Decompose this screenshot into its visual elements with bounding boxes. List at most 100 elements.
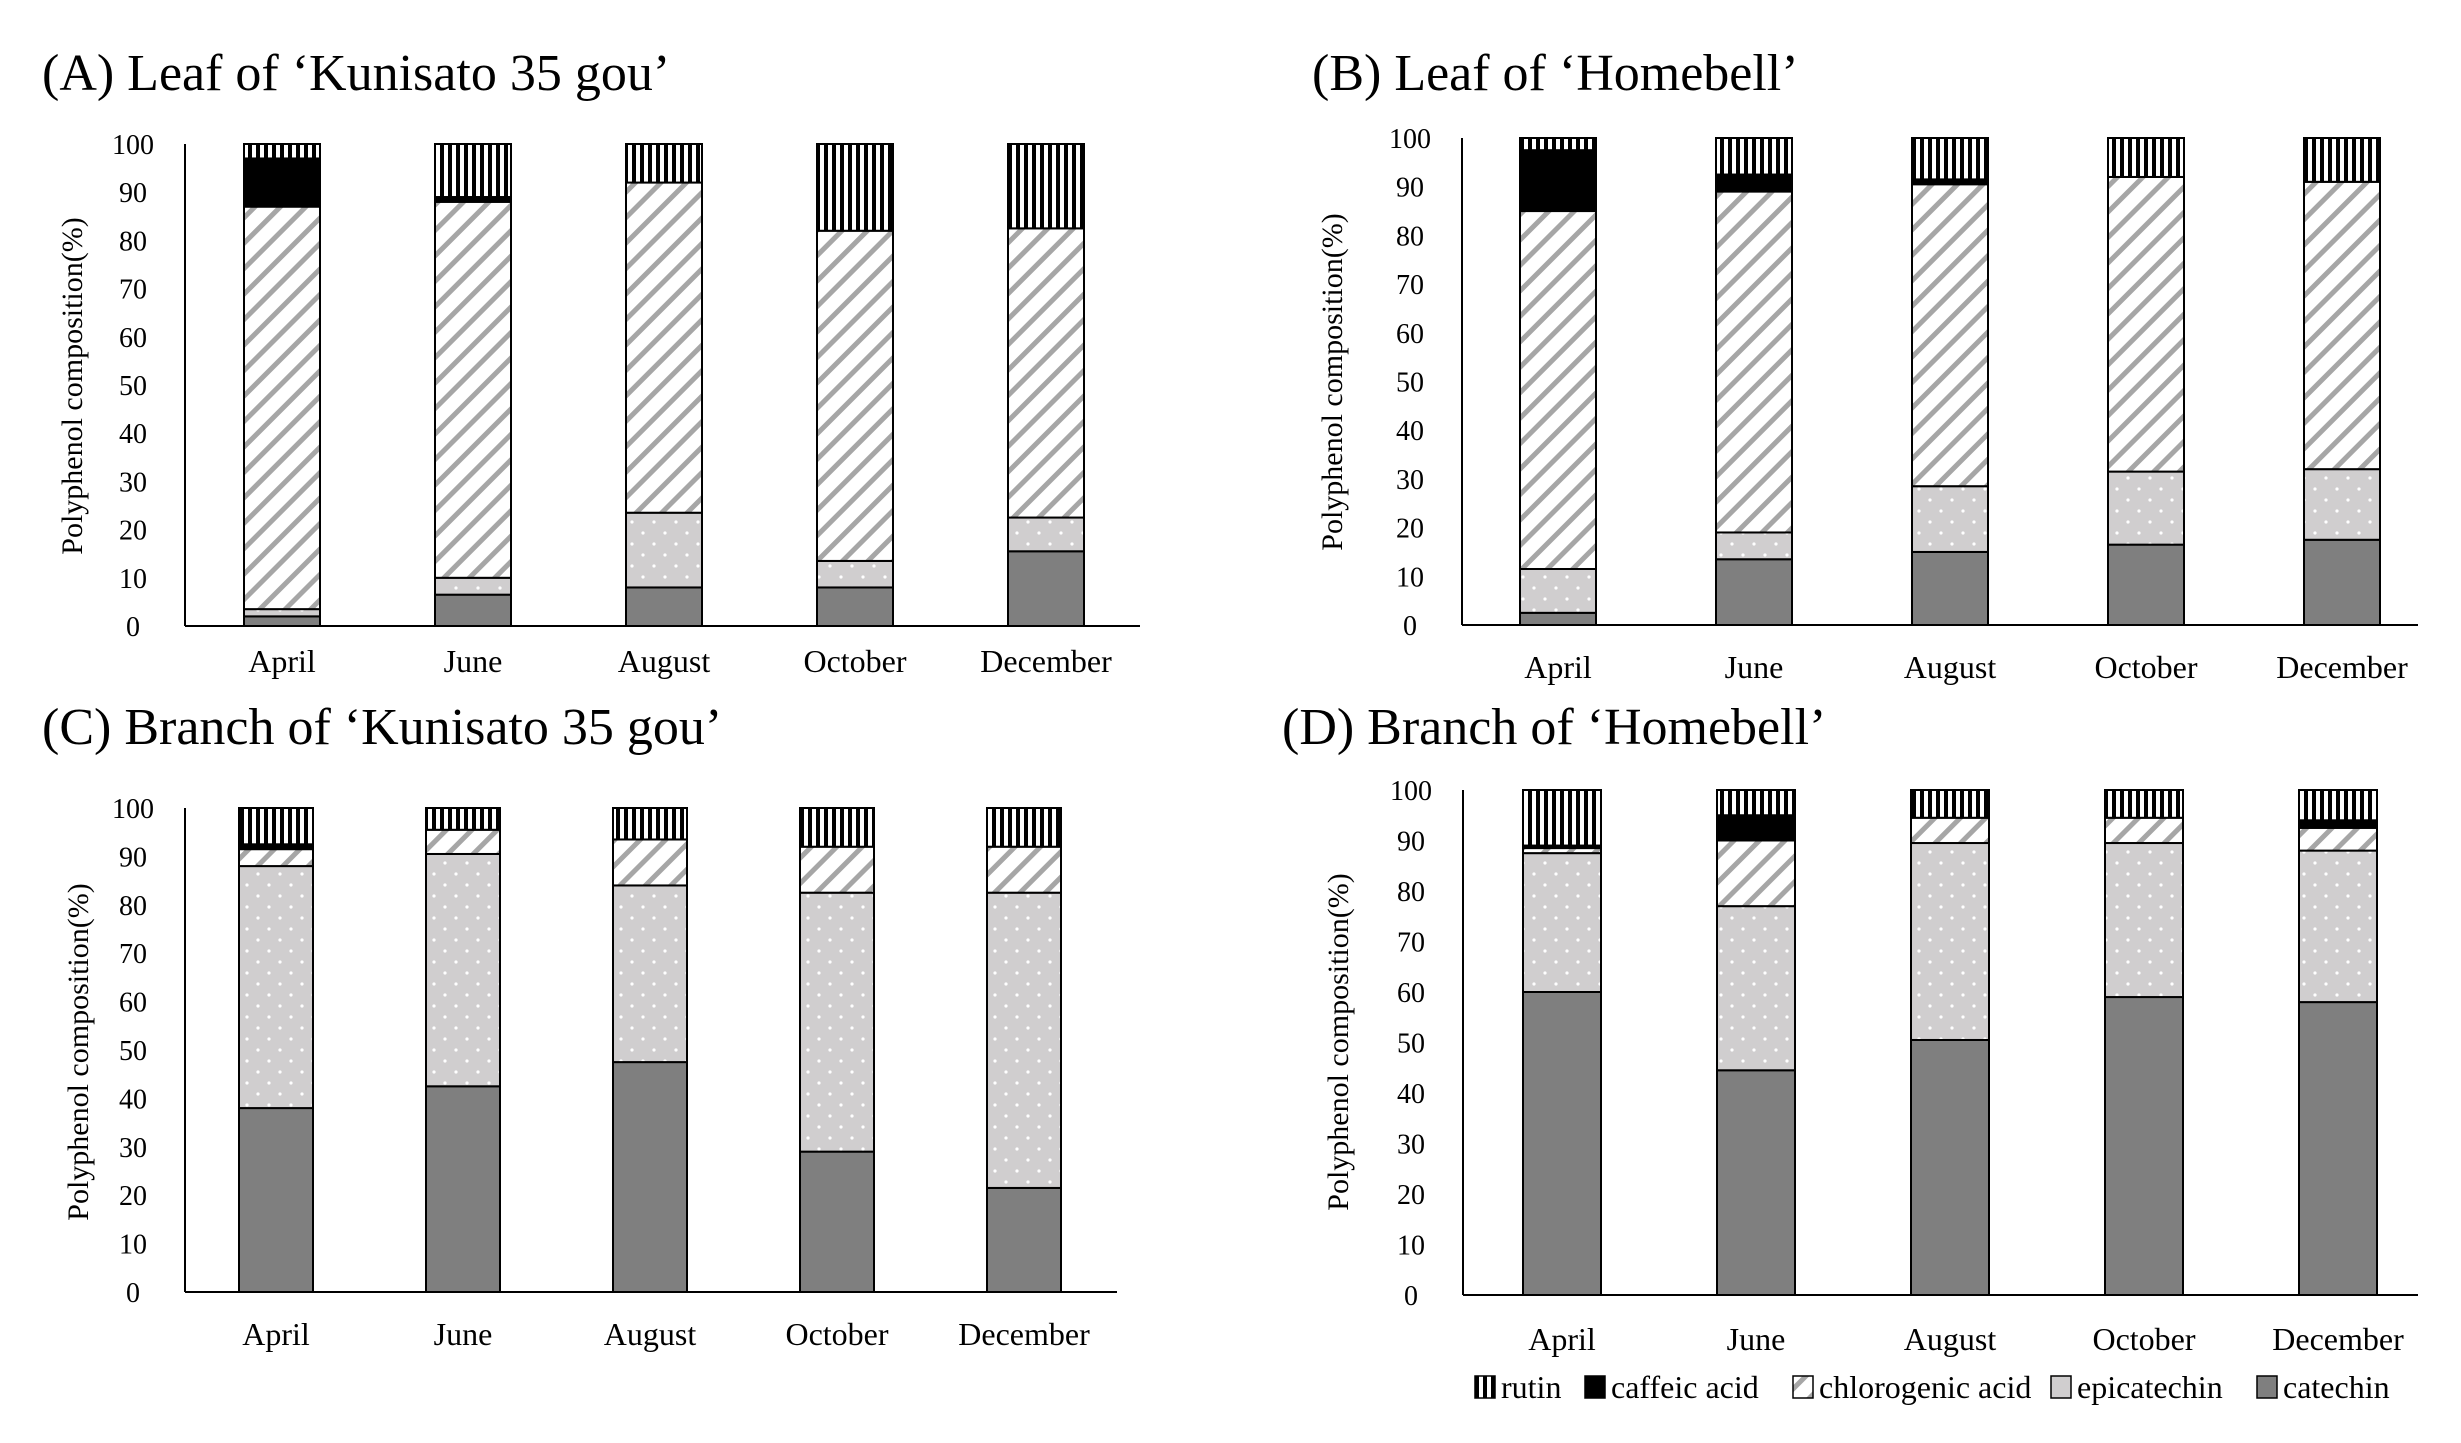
bar-segment-epicatechin [2107, 470, 2185, 546]
legend-label-chlorogenic-acid: chlorogenic acid [1819, 1369, 2031, 1405]
bar-segment-rutin [625, 143, 703, 184]
x-category-label: December [980, 643, 1112, 679]
y-tick-label: 100 [1389, 124, 1431, 155]
x-category-label: October [2092, 1321, 2195, 1357]
bar-segment-catechin [2107, 543, 2185, 627]
legend-swatch-chlorogenic-acid [1792, 1375, 1814, 1399]
bar-segment-rutin [2303, 137, 2381, 183]
y-tick-label: 40 [119, 419, 147, 450]
legend-swatch-rutin [1474, 1375, 1496, 1399]
panel-b: (B) Leaf of ‘Homebell’ Polyphenol compos… [1312, 45, 2418, 685]
panel-c-title: (C) Branch of ‘Kunisato 35 gou’ [42, 699, 722, 756]
panel-a-title: (A) Leaf of ‘Kunisato 35 gou’ [42, 45, 670, 102]
y-tick-label: 100 [112, 794, 154, 825]
y-tick-label: 90 [1396, 173, 1424, 204]
bar-segment-catechin [434, 593, 512, 627]
y-tick-label: 0 [1403, 611, 1417, 642]
y-tick-label: 30 [1396, 465, 1424, 496]
bar-segment-catechin [2303, 538, 2381, 627]
bar-segment-epicatechin [986, 891, 1062, 1189]
x-category-label: June [1727, 1321, 1786, 1357]
y-tick-label: 70 [1396, 270, 1424, 301]
bar-segment-catechin [1716, 1069, 1796, 1297]
bar-segment-chlorogenic [425, 828, 501, 855]
bar-segment-catechin [625, 586, 703, 628]
panel-b-ylabel: Polyphenol composition(%) [1316, 213, 1349, 550]
legend-label-epicatechin: epicatechin [2077, 1369, 2223, 1405]
bar-segment-rutin [986, 807, 1062, 848]
x-category-label: April [248, 643, 316, 679]
y-tick-label: 100 [1390, 776, 1432, 807]
x-category-label: August [1904, 1321, 1997, 1357]
y-tick-label: 70 [1397, 928, 1425, 959]
y-tick-label: 0 [1404, 1281, 1418, 1312]
panel-a-plot: 0 10 20 30 40 50 60 70 80 90 100 April June August Oct… [112, 130, 1140, 679]
bar-segment-rutin [799, 807, 875, 848]
bar-segment-epicatechin [799, 891, 875, 1153]
panel-c-ylabel: Polyphenol composition(%) [62, 883, 95, 1220]
x-category-label: April [1528, 1321, 1596, 1357]
bar-segment-catechin [425, 1085, 501, 1294]
x-category-label: June [444, 643, 503, 679]
x-category-label: October [785, 1316, 888, 1352]
bar-segment-chlorogenic [2303, 180, 2381, 471]
bar-segment-chlorogenic [434, 200, 512, 579]
bar-segment-chlorogenic [1910, 816, 1990, 845]
y-tick-label: 20 [1396, 514, 1424, 545]
bar-segment-chlorogenic [799, 845, 875, 894]
x-category-label: June [1725, 649, 1784, 685]
bar-segment-epicatechin [2298, 849, 2378, 1004]
bar-segment-catechin [243, 615, 321, 627]
bar-segment-rutin [243, 143, 321, 160]
y-tick-label: 60 [1397, 978, 1425, 1009]
y-tick-label: 20 [1397, 1180, 1425, 1211]
y-tick-label: 70 [119, 275, 147, 306]
bar-segment-rutin [425, 807, 501, 831]
bar-segment-rutin [2104, 789, 2184, 819]
panel-a-ylabel: Polyphenol composition(%) [56, 217, 89, 554]
bar-segment-rutin [238, 807, 314, 846]
bar-segment-rutin [1522, 789, 1602, 847]
y-tick-label: 80 [119, 226, 147, 257]
panel-d-plot: 0 10 20 30 40 50 60 70 80 90 100 April June August Oct… [1390, 776, 2418, 1357]
y-tick-label: 10 [119, 564, 147, 595]
y-tick-label: 90 [119, 178, 147, 209]
y-tick-label: 70 [119, 939, 147, 970]
bar-segment-caffeic [1715, 173, 1793, 193]
bar-segment-epicatechin [434, 576, 512, 596]
y-tick-label: 10 [1397, 1231, 1425, 1262]
bar-segment-epicatechin [1007, 516, 1085, 553]
x-category-label: August [1904, 649, 1997, 685]
bar-segment-epicatechin [1716, 905, 1796, 1072]
bar-segment-chlorogenic [2107, 175, 2185, 473]
bar-segment-catechin [2298, 1001, 2378, 1296]
bar-segment-chlorogenic [1716, 839, 1796, 908]
y-tick-label: 40 [1396, 416, 1424, 447]
panel-c: (C) Branch of ‘Kunisato 35 gou’ Polyphen… [42, 699, 1117, 1352]
y-tick-label: 30 [119, 467, 147, 498]
bar-segment-caffeic [1716, 814, 1796, 842]
legend-label-caffeic-acid: caffeic acid [1611, 1369, 1759, 1405]
bar-segment-epicatechin [425, 852, 501, 1088]
bar-segment-rutin [434, 143, 512, 199]
y-tick-label: 10 [1396, 562, 1424, 593]
panel-d: (D) Branch of ‘Homebell’ Polyphenol comp… [1282, 699, 2418, 1357]
panel-d-title: (D) Branch of ‘Homebell’ [1282, 699, 1826, 756]
bar-segment-epicatechin [1715, 531, 1793, 561]
y-tick-label: 60 [119, 323, 147, 354]
y-tick-label: 80 [1397, 877, 1425, 908]
legend: rutin caffeic acid chlorogenic acid epic… [1474, 1369, 2390, 1405]
bar-segment-caffeic [1519, 149, 1597, 213]
bar-segment-epicatechin [2104, 842, 2184, 999]
x-category-label: October [803, 643, 906, 679]
bar-segment-epicatechin [1911, 485, 1989, 553]
x-category-label: October [2094, 649, 2197, 685]
bar-segment-catechin [238, 1107, 314, 1293]
bar-segment-chlorogenic [238, 848, 314, 868]
legend-label-catechin: catechin [2283, 1369, 2390, 1405]
bar-segment-rutin [1911, 137, 1989, 181]
bar-segment-catechin [1911, 550, 1989, 627]
panel-c-plot: 0 10 20 30 40 50 60 70 80 90 100 April June August Oct… [112, 794, 1117, 1352]
bar-segment-chlorogenic [1715, 190, 1793, 534]
